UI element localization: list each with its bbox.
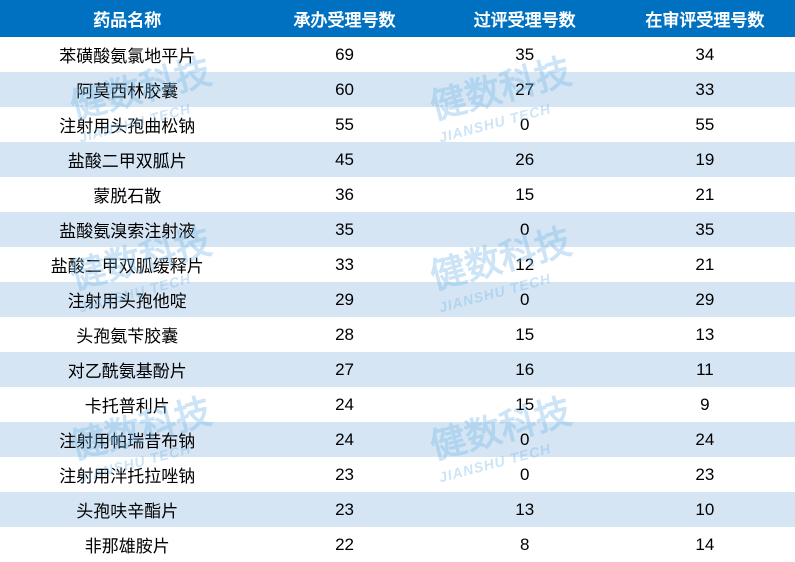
cell-value: 13 bbox=[615, 317, 795, 352]
cell-value: 14 bbox=[615, 527, 795, 562]
cell-drug-name: 注射用泮托拉唑钠 bbox=[0, 457, 254, 492]
column-header-pass-count: 过评受理号数 bbox=[435, 0, 615, 37]
cell-drug-name: 卡托普利片 bbox=[0, 387, 254, 422]
table-row: 注射用头孢他啶29029 bbox=[0, 282, 795, 317]
cell-value: 24 bbox=[615, 422, 795, 457]
cell-value: 22 bbox=[254, 527, 434, 562]
cell-value: 35 bbox=[435, 37, 615, 72]
cell-value: 35 bbox=[615, 212, 795, 247]
cell-drug-name: 盐酸二甲双胍片 bbox=[0, 142, 254, 177]
cell-drug-name: 注射用帕瑞昔布钠 bbox=[0, 422, 254, 457]
table-row: 苯磺酸氨氯地平片693534 bbox=[0, 37, 795, 72]
cell-drug-name: 苯磺酸氨氯地平片 bbox=[0, 37, 254, 72]
cell-value: 21 bbox=[615, 247, 795, 282]
cell-value: 9 bbox=[615, 387, 795, 422]
table-row: 注射用头孢曲松钠55055 bbox=[0, 107, 795, 142]
table-row: 盐酸氨溴索注射液35035 bbox=[0, 212, 795, 247]
cell-value: 29 bbox=[254, 282, 434, 317]
cell-value: 24 bbox=[254, 387, 434, 422]
cell-value: 55 bbox=[615, 107, 795, 142]
cell-value: 0 bbox=[435, 212, 615, 247]
cell-drug-name: 蒙脱石散 bbox=[0, 177, 254, 212]
table-row: 非那雄胺片22814 bbox=[0, 527, 795, 562]
table-body: 苯磺酸氨氯地平片693534阿莫西林胶囊602733注射用头孢曲松钠55055盐… bbox=[0, 37, 795, 562]
cell-value: 12 bbox=[435, 247, 615, 282]
cell-value: 21 bbox=[615, 177, 795, 212]
cell-drug-name: 阿莫西林胶囊 bbox=[0, 72, 254, 107]
cell-value: 27 bbox=[435, 72, 615, 107]
cell-value: 69 bbox=[254, 37, 434, 72]
table-row: 头孢呋辛酯片231310 bbox=[0, 492, 795, 527]
cell-value: 36 bbox=[254, 177, 434, 212]
cell-value: 23 bbox=[254, 457, 434, 492]
cell-value: 19 bbox=[615, 142, 795, 177]
cell-value: 26 bbox=[435, 142, 615, 177]
cell-value: 27 bbox=[254, 352, 434, 387]
cell-value: 0 bbox=[435, 282, 615, 317]
table-row: 阿莫西林胶囊602733 bbox=[0, 72, 795, 107]
cell-drug-name: 对乙酰氨基酚片 bbox=[0, 352, 254, 387]
cell-value: 24 bbox=[254, 422, 434, 457]
cell-value: 13 bbox=[435, 492, 615, 527]
cell-drug-name: 注射用头孢曲松钠 bbox=[0, 107, 254, 142]
table-header-row: 药品名称 承办受理号数 过评受理号数 在审评受理号数 bbox=[0, 0, 795, 37]
cell-value: 23 bbox=[615, 457, 795, 492]
cell-value: 33 bbox=[254, 247, 434, 282]
cell-value: 15 bbox=[435, 317, 615, 352]
cell-value: 35 bbox=[254, 212, 434, 247]
table-row: 注射用帕瑞昔布钠24024 bbox=[0, 422, 795, 457]
cell-value: 15 bbox=[435, 387, 615, 422]
cell-value: 0 bbox=[435, 422, 615, 457]
cell-drug-name: 头孢氨苄胶囊 bbox=[0, 317, 254, 352]
table-row: 头孢氨苄胶囊281513 bbox=[0, 317, 795, 352]
drug-data-table: 药品名称 承办受理号数 过评受理号数 在审评受理号数 苯磺酸氨氯地平片69353… bbox=[0, 0, 795, 562]
column-header-drug-name: 药品名称 bbox=[0, 0, 254, 37]
table-row: 对乙酰氨基酚片271611 bbox=[0, 352, 795, 387]
cell-value: 45 bbox=[254, 142, 434, 177]
table-row: 注射用泮托拉唑钠23023 bbox=[0, 457, 795, 492]
table-row: 盐酸二甲双胍缓释片331221 bbox=[0, 247, 795, 282]
cell-value: 8 bbox=[435, 527, 615, 562]
cell-value: 60 bbox=[254, 72, 434, 107]
column-header-accept-count: 承办受理号数 bbox=[254, 0, 434, 37]
column-header-review-count: 在审评受理号数 bbox=[615, 0, 795, 37]
table-row: 卡托普利片24159 bbox=[0, 387, 795, 422]
table-row: 盐酸二甲双胍片452619 bbox=[0, 142, 795, 177]
cell-value: 11 bbox=[615, 352, 795, 387]
cell-drug-name: 头孢呋辛酯片 bbox=[0, 492, 254, 527]
cell-value: 10 bbox=[615, 492, 795, 527]
cell-value: 55 bbox=[254, 107, 434, 142]
cell-drug-name: 盐酸氨溴索注射液 bbox=[0, 212, 254, 247]
cell-value: 34 bbox=[615, 37, 795, 72]
cell-drug-name: 非那雄胺片 bbox=[0, 527, 254, 562]
cell-value: 15 bbox=[435, 177, 615, 212]
cell-value: 0 bbox=[435, 457, 615, 492]
cell-value: 23 bbox=[254, 492, 434, 527]
table-row: 蒙脱石散361521 bbox=[0, 177, 795, 212]
cell-value: 33 bbox=[615, 72, 795, 107]
cell-value: 16 bbox=[435, 352, 615, 387]
cell-value: 29 bbox=[615, 282, 795, 317]
cell-value: 28 bbox=[254, 317, 434, 352]
cell-drug-name: 盐酸二甲双胍缓释片 bbox=[0, 247, 254, 282]
cell-drug-name: 注射用头孢他啶 bbox=[0, 282, 254, 317]
cell-value: 0 bbox=[435, 107, 615, 142]
